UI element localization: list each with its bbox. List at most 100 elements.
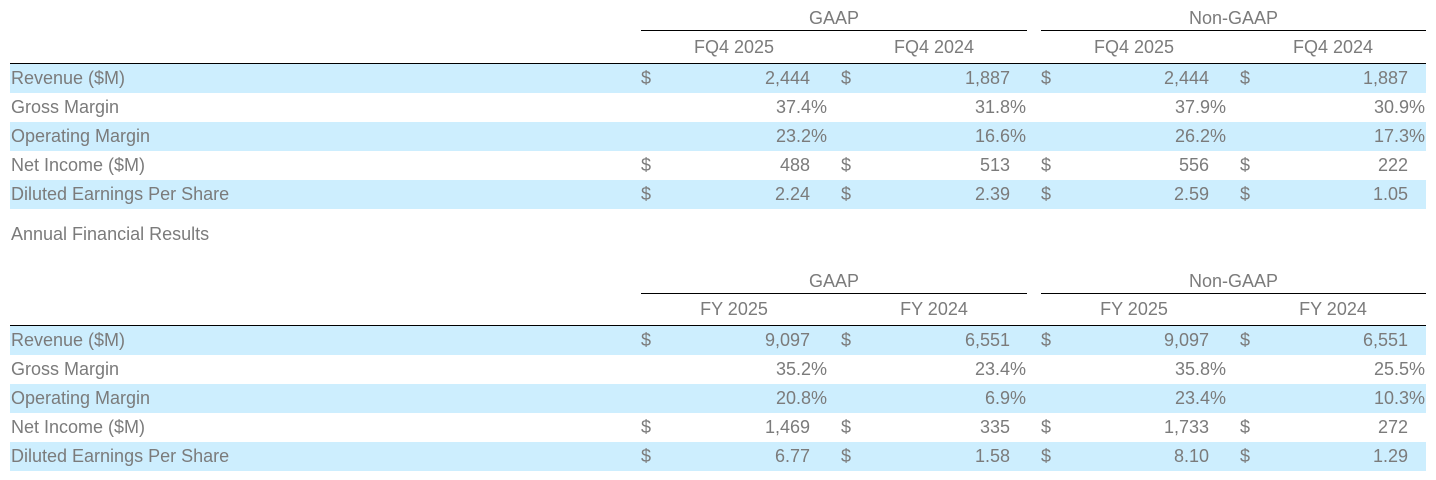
period-header: FY 2024 bbox=[900, 299, 968, 319]
currency-symbol: $ bbox=[1240, 184, 1251, 204]
period-header: FY 2024 bbox=[1299, 299, 1367, 319]
cell-value: 23.4% bbox=[1174, 388, 1226, 408]
currency-symbol: $ bbox=[1041, 155, 1052, 175]
cell-value: 20.8% bbox=[775, 388, 827, 408]
period-header: FQ4 2025 bbox=[1093, 37, 1175, 57]
cell-value: 2,444 bbox=[1163, 68, 1209, 88]
cell-value: 10.3% bbox=[1373, 388, 1425, 408]
cell-value: 37.9% bbox=[1174, 97, 1226, 117]
table-row: Diluted Earnings Per Share $6.77 $1.58 $8.1… bbox=[10, 442, 1426, 471]
cell-value: 23.2% bbox=[775, 126, 827, 146]
table-row: Net Income ($M) $488 $513 $556 $222 bbox=[10, 151, 1426, 180]
row-label: Gross Margin bbox=[11, 359, 120, 379]
currency-symbol: $ bbox=[641, 68, 652, 88]
group-header-non-gaap: Non-GAAP bbox=[1041, 6, 1426, 31]
currency-symbol: $ bbox=[1041, 68, 1052, 88]
header-rule bbox=[10, 325, 1426, 326]
cell-value: 26.2% bbox=[1174, 126, 1226, 146]
cell-value: 8.10 bbox=[1173, 446, 1209, 466]
currency-symbol: $ bbox=[1240, 68, 1251, 88]
currency-symbol: $ bbox=[1240, 417, 1251, 437]
currency-symbol: $ bbox=[841, 417, 852, 437]
cell-value: 335 bbox=[979, 417, 1010, 437]
table-row: Revenue ($M) $2,444 $1,887 $2,444 $1,887 bbox=[10, 64, 1426, 93]
cell-value: 1,469 bbox=[764, 417, 810, 437]
cell-value: 1,887 bbox=[1362, 68, 1408, 88]
currency-symbol: $ bbox=[1041, 446, 1052, 466]
annual-results-table: GAAP Non-GAAP FY 2025 FY 2024 FY 2025 FY… bbox=[0, 263, 1436, 473]
group-header-non-gaap: Non-GAAP bbox=[1041, 269, 1426, 294]
cell-value: 513 bbox=[979, 155, 1010, 175]
cell-value: 222 bbox=[1377, 155, 1408, 175]
table-row: Net Income ($M) $1,469 $335 $1,733 $272 bbox=[10, 413, 1426, 442]
period-header: FQ4 2025 bbox=[693, 37, 775, 57]
table-row: Diluted Earnings Per Share $2.24 $2.39 $2.5… bbox=[10, 180, 1426, 209]
row-label: Diluted Earnings Per Share bbox=[11, 446, 230, 466]
header-rule bbox=[10, 63, 1426, 64]
row-label: Gross Margin bbox=[11, 97, 120, 117]
currency-symbol: $ bbox=[641, 184, 652, 204]
cell-value: 9,097 bbox=[764, 330, 810, 350]
table-row: Gross Margin 37.4% 31.8% 37.9% 30.9% bbox=[10, 93, 1426, 122]
cell-value: 25.5% bbox=[1373, 359, 1425, 379]
cell-value: 35.2% bbox=[775, 359, 827, 379]
cell-value: 16.6% bbox=[974, 126, 1026, 146]
currency-symbol: $ bbox=[1041, 184, 1052, 204]
quarterly-results-table: GAAP Non-GAAP FQ4 2025 FQ4 2024 FQ4 2025… bbox=[0, 0, 1436, 210]
currency-symbol: $ bbox=[641, 417, 652, 437]
currency-symbol: $ bbox=[841, 446, 852, 466]
table-row: Revenue ($M) $9,097 $6,551 $9,097 $6,551 bbox=[10, 326, 1426, 355]
table-row: Operating Margin 23.2% 16.6% 26.2% 17.3% bbox=[10, 122, 1426, 151]
cell-value: 1,887 bbox=[964, 68, 1010, 88]
annual-section-title: Annual Financial Results bbox=[11, 224, 210, 244]
cell-value: 6.77 bbox=[774, 446, 810, 466]
currency-symbol: $ bbox=[1041, 330, 1052, 350]
cell-value: 30.9% bbox=[1373, 97, 1425, 117]
cell-value: 272 bbox=[1377, 417, 1408, 437]
cell-value: 6,551 bbox=[1362, 330, 1408, 350]
cell-value: 6.9% bbox=[984, 388, 1026, 408]
currency-symbol: $ bbox=[1240, 155, 1251, 175]
cell-value: 2.24 bbox=[774, 184, 810, 204]
currency-symbol: $ bbox=[1240, 330, 1251, 350]
cell-value: 23.4% bbox=[974, 359, 1026, 379]
cell-value: 17.3% bbox=[1373, 126, 1425, 146]
currency-symbol: $ bbox=[641, 446, 652, 466]
cell-value: 556 bbox=[1178, 155, 1209, 175]
cell-value: 35.8% bbox=[1174, 359, 1226, 379]
row-label: Revenue ($M) bbox=[11, 68, 126, 88]
cell-value: 1.58 bbox=[974, 446, 1010, 466]
currency-symbol: $ bbox=[841, 184, 852, 204]
cell-value: 1,733 bbox=[1163, 417, 1209, 437]
cell-value: 2.59 bbox=[1173, 184, 1209, 204]
currency-symbol: $ bbox=[841, 68, 852, 88]
currency-symbol: $ bbox=[841, 155, 852, 175]
cell-value: 2.39 bbox=[974, 184, 1010, 204]
cell-value: 1.29 bbox=[1372, 446, 1408, 466]
cell-value: 2,444 bbox=[764, 68, 810, 88]
currency-symbol: $ bbox=[641, 330, 652, 350]
cell-value: 9,097 bbox=[1163, 330, 1209, 350]
period-header: FY 2025 bbox=[700, 299, 768, 319]
currency-symbol: $ bbox=[841, 330, 852, 350]
cell-value: 31.8% bbox=[974, 97, 1026, 117]
group-header-gaap: GAAP bbox=[641, 269, 1027, 294]
period-header: FQ4 2024 bbox=[1292, 37, 1374, 57]
currency-symbol: $ bbox=[1041, 417, 1052, 437]
row-label: Diluted Earnings Per Share bbox=[11, 184, 230, 204]
row-label: Operating Margin bbox=[11, 126, 151, 146]
cell-value: 1.05 bbox=[1372, 184, 1408, 204]
currency-symbol: $ bbox=[641, 155, 652, 175]
cell-value: 488 bbox=[779, 155, 810, 175]
table-row: Operating Margin 20.8% 6.9% 23.4% 10.3% bbox=[10, 384, 1426, 413]
row-label: Net Income ($M) bbox=[11, 417, 146, 437]
period-header: FQ4 2024 bbox=[893, 37, 975, 57]
row-label: Operating Margin bbox=[11, 388, 151, 408]
currency-symbol: $ bbox=[1240, 446, 1251, 466]
cell-value: 37.4% bbox=[775, 97, 827, 117]
period-header: FY 2025 bbox=[1100, 299, 1168, 319]
group-header-gaap: GAAP bbox=[641, 6, 1027, 31]
table-row: Gross Margin 35.2% 23.4% 35.8% 25.5% bbox=[10, 355, 1426, 384]
row-label: Net Income ($M) bbox=[11, 155, 146, 175]
cell-value: 6,551 bbox=[964, 330, 1010, 350]
